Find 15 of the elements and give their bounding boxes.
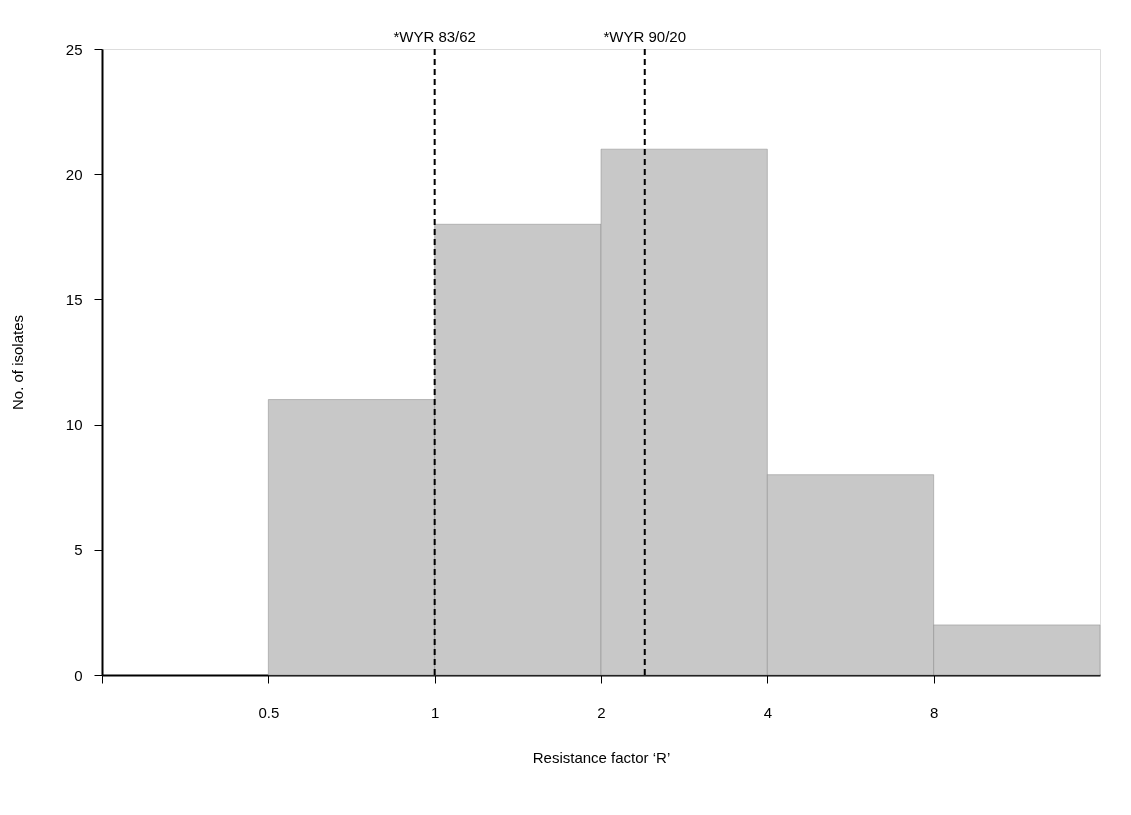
x-tick-label: 2 (597, 703, 606, 721)
x-tick-label: 4 (763, 703, 773, 721)
y-tick-label: 20 (65, 165, 83, 183)
y-tick-label: 0 (74, 666, 83, 684)
x-tick-label: 8 (929, 703, 939, 721)
y-tick-label: 10 (65, 416, 83, 434)
x-tick-label: 0.5 (258, 703, 280, 721)
y-tick-label: 25 (65, 40, 83, 58)
x-tick-label: 1 (430, 703, 440, 721)
y-tick-label: 15 (65, 290, 83, 308)
y-tick-label: 5 (74, 541, 83, 559)
x-axis-title: Resistance factor ‘R’ (532, 748, 671, 766)
y-axis-title: No. of isolates (8, 314, 26, 411)
ref-line-label: *WYR 83/62 (393, 28, 476, 45)
ref-line-label: *WYR 90/20 (603, 28, 687, 45)
